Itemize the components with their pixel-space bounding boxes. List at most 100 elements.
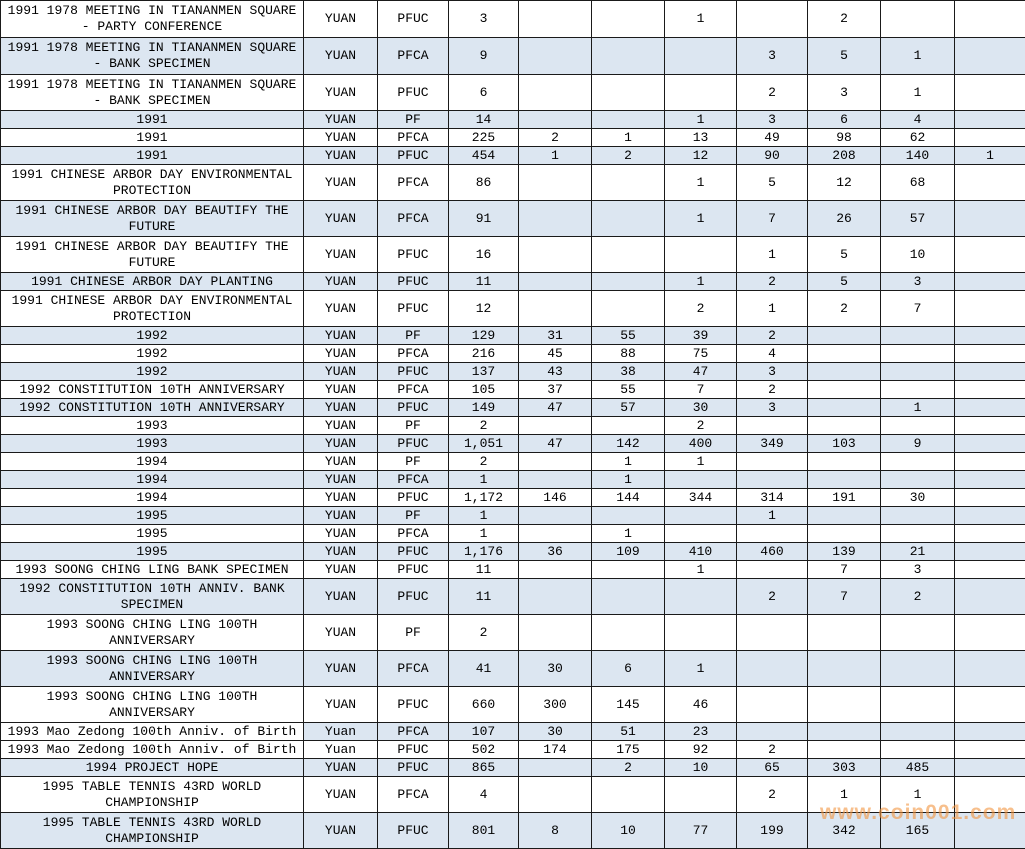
cell-count-total: 1,176 — [449, 543, 519, 561]
cell-count-1: 36 — [519, 543, 592, 561]
cell-currency: YUAN — [304, 363, 378, 381]
cell-count-5: 103 — [808, 435, 881, 453]
cell-count-5: 208 — [808, 147, 881, 165]
cell-count-5: 3 — [808, 75, 881, 111]
cell-count-6: 1 — [881, 777, 955, 813]
cell-grade: PFUC — [378, 291, 449, 327]
cell-count-4 — [737, 453, 808, 471]
cell-grade: PFUC — [378, 435, 449, 453]
cell-description: 1994 — [1, 489, 304, 507]
cell-count-7 — [955, 237, 1025, 273]
cell-count-total: 14 — [449, 111, 519, 129]
cell-count-5 — [808, 741, 881, 759]
cell-count-1: 146 — [519, 489, 592, 507]
cell-count-7 — [955, 345, 1025, 363]
cell-count-1: 30 — [519, 723, 592, 741]
cell-count-7 — [955, 579, 1025, 615]
cell-count-6: 57 — [881, 201, 955, 237]
cell-grade: PF — [378, 507, 449, 525]
cell-count-3: 1 — [665, 453, 737, 471]
cell-count-4: 3 — [737, 363, 808, 381]
cell-currency: YUAN — [304, 75, 378, 111]
cell-count-6: 485 — [881, 759, 955, 777]
cell-count-7 — [955, 165, 1025, 201]
cell-count-3: 410 — [665, 543, 737, 561]
cell-count-4: 2 — [737, 741, 808, 759]
cell-count-total: 216 — [449, 345, 519, 363]
cell-grade: PFUC — [378, 489, 449, 507]
cell-count-4: 49 — [737, 129, 808, 147]
cell-count-3: 400 — [665, 435, 737, 453]
cell-grade: PFUC — [378, 75, 449, 111]
cell-count-4: 2 — [737, 579, 808, 615]
cell-count-total: 11 — [449, 579, 519, 615]
cell-count-4: 1 — [737, 507, 808, 525]
cell-description: 1993 SOONG CHING LING 100TH ANNIVERSARY — [1, 651, 304, 687]
cell-count-5: 5 — [808, 38, 881, 75]
cell-count-5 — [808, 651, 881, 687]
cell-count-3: 47 — [665, 363, 737, 381]
cell-count-6: 1 — [881, 75, 955, 111]
cell-count-2: 51 — [592, 723, 665, 741]
cell-grade: PFCA — [378, 38, 449, 75]
cell-count-1 — [519, 759, 592, 777]
cell-count-2 — [592, 579, 665, 615]
cell-count-6: 3 — [881, 273, 955, 291]
cell-count-2 — [592, 273, 665, 291]
cell-count-3: 1 — [665, 561, 737, 579]
cell-count-1 — [519, 273, 592, 291]
cell-description: 1995 TABLE TENNIS 43RD WORLD CHAMPIONSHI… — [1, 777, 304, 813]
cell-currency: YUAN — [304, 327, 378, 345]
cell-currency: YUAN — [304, 381, 378, 399]
cell-count-4: 2 — [737, 381, 808, 399]
cell-count-total: 6 — [449, 75, 519, 111]
cell-count-2 — [592, 38, 665, 75]
cell-count-total: 12 — [449, 291, 519, 327]
cell-description: 1991 1978 MEETING IN TIANANMEN SQUARE - … — [1, 38, 304, 75]
cell-count-6: 165 — [881, 813, 955, 849]
cell-count-4: 5 — [737, 165, 808, 201]
cell-currency: YUAN — [304, 147, 378, 165]
cell-count-6 — [881, 525, 955, 543]
cell-currency: YUAN — [304, 291, 378, 327]
cell-count-4: 65 — [737, 759, 808, 777]
cell-currency: YUAN — [304, 651, 378, 687]
cell-grade: PF — [378, 111, 449, 129]
cell-count-4: 2 — [737, 75, 808, 111]
cell-count-3 — [665, 471, 737, 489]
cell-count-1 — [519, 579, 592, 615]
cell-count-total: 107 — [449, 723, 519, 741]
cell-grade: PF — [378, 453, 449, 471]
cell-currency: YUAN — [304, 129, 378, 147]
cell-grade: PFUC — [378, 687, 449, 723]
cell-count-5: 2 — [808, 1, 881, 38]
cell-count-6: 7 — [881, 291, 955, 327]
cell-count-1: 174 — [519, 741, 592, 759]
cell-count-2: 1 — [592, 471, 665, 489]
cell-count-1: 45 — [519, 345, 592, 363]
cell-count-5: 342 — [808, 813, 881, 849]
cell-currency: YUAN — [304, 399, 378, 417]
cell-count-6: 21 — [881, 543, 955, 561]
cell-count-total: 660 — [449, 687, 519, 723]
cell-grade: PFUC — [378, 147, 449, 165]
cell-count-4: 7 — [737, 201, 808, 237]
cell-count-5: 12 — [808, 165, 881, 201]
cell-count-3 — [665, 525, 737, 543]
cell-description: 1993 SOONG CHING LING BANK SPECIMEN — [1, 561, 304, 579]
cell-count-total: 865 — [449, 759, 519, 777]
cell-count-3: 1 — [665, 201, 737, 237]
cell-count-1 — [519, 777, 592, 813]
cell-count-total: 137 — [449, 363, 519, 381]
cell-count-total: 16 — [449, 237, 519, 273]
cell-count-6: 62 — [881, 129, 955, 147]
cell-currency: YUAN — [304, 489, 378, 507]
cell-description: 1991 CHINESE ARBOR DAY ENVIRONMENTAL PRO… — [1, 291, 304, 327]
cell-count-7 — [955, 561, 1025, 579]
cell-count-total: 105 — [449, 381, 519, 399]
